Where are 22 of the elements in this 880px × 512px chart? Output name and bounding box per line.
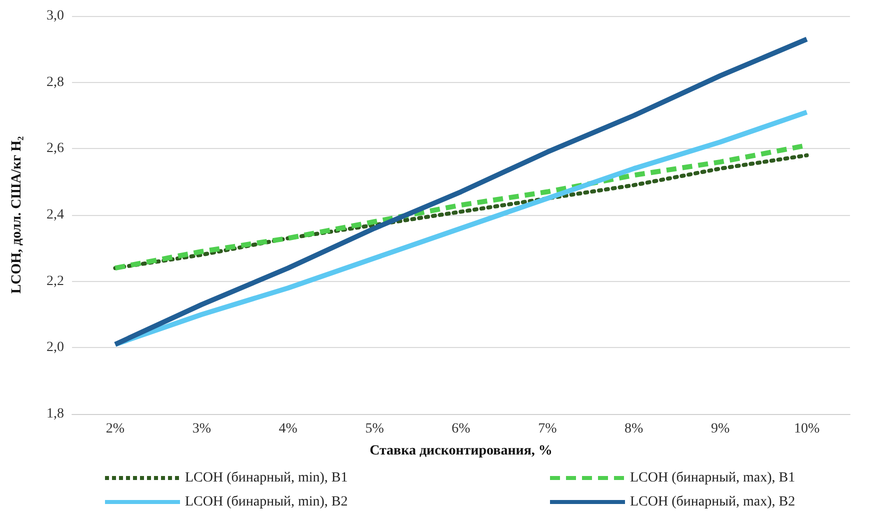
legend-label: LCOH (бинарный, min), B2 [185,494,348,510]
legend-label: LCOH (бинарный, max), B2 [630,494,796,510]
x-tick-label: 7% [538,422,558,436]
y-tick-label: 1,8 [46,406,64,422]
x-axis-title: Ставка дисконтирования, % [370,444,552,458]
y-tick-label: 2,8 [46,74,64,90]
x-tick-label: 9% [710,422,730,436]
y-tick-label: 2,2 [46,274,64,289]
y-tick-label: 3,0 [46,8,64,24]
x-tick-label: 10% [794,422,820,436]
legend-label: LCOH (бинарный, max), B1 [630,470,796,486]
x-tick-label: 3% [192,422,212,436]
x-tick-label: 5% [365,422,384,436]
y-tick-label: 2,4 [46,208,64,222]
x-tick-label: 6% [452,422,471,436]
y-axis-title: LCOH, долл. США/кг H₂ [10,136,24,294]
x-tick-label: 8% [624,422,644,436]
x-tick-label: 2% [106,422,125,436]
legend-label: LCOH (бинарный, min), B1 [185,470,348,486]
y-tick-label: 2,6 [46,141,64,156]
x-tick-label: 4% [278,422,298,436]
y-tick-label: 2,0 [46,340,64,356]
